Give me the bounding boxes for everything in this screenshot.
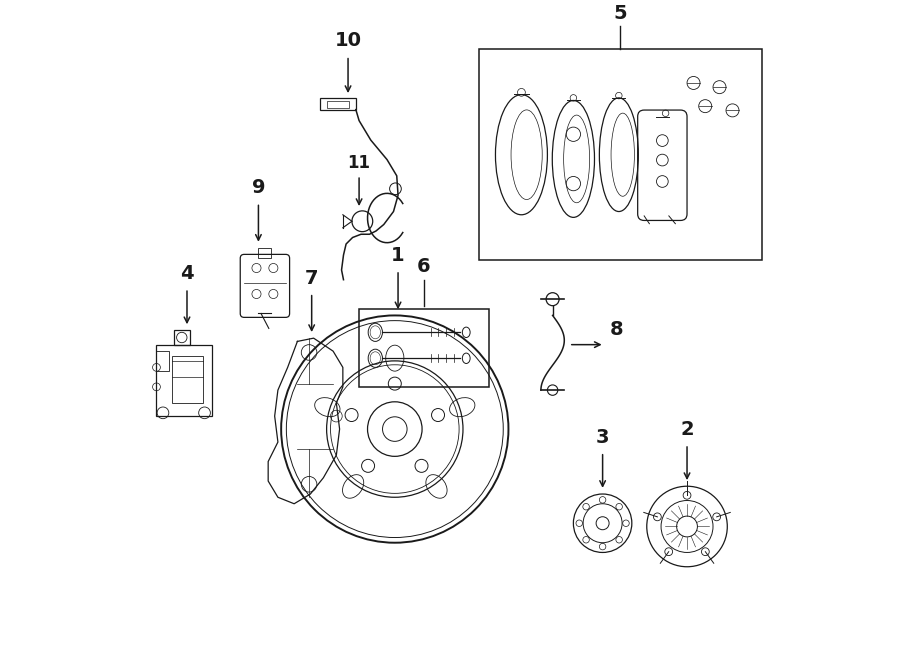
Bar bbox=[258, 248, 272, 258]
Bar bbox=[327, 101, 349, 108]
Bar bbox=[157, 351, 169, 371]
Text: 1: 1 bbox=[392, 246, 405, 265]
Bar bbox=[172, 356, 203, 403]
Bar bbox=[479, 49, 761, 260]
Text: 10: 10 bbox=[335, 32, 362, 50]
Text: 9: 9 bbox=[252, 178, 266, 197]
Text: 11: 11 bbox=[347, 154, 371, 172]
Text: 2: 2 bbox=[680, 420, 694, 439]
Text: 6: 6 bbox=[418, 258, 431, 276]
Bar bbox=[174, 330, 190, 344]
Text: 8: 8 bbox=[610, 321, 624, 340]
Text: 7: 7 bbox=[305, 268, 319, 288]
Bar bbox=[157, 344, 212, 416]
Text: 3: 3 bbox=[596, 428, 609, 447]
Text: 4: 4 bbox=[180, 264, 194, 283]
Text: 5: 5 bbox=[614, 4, 627, 23]
Bar bbox=[359, 309, 489, 387]
Bar bbox=[320, 98, 356, 110]
